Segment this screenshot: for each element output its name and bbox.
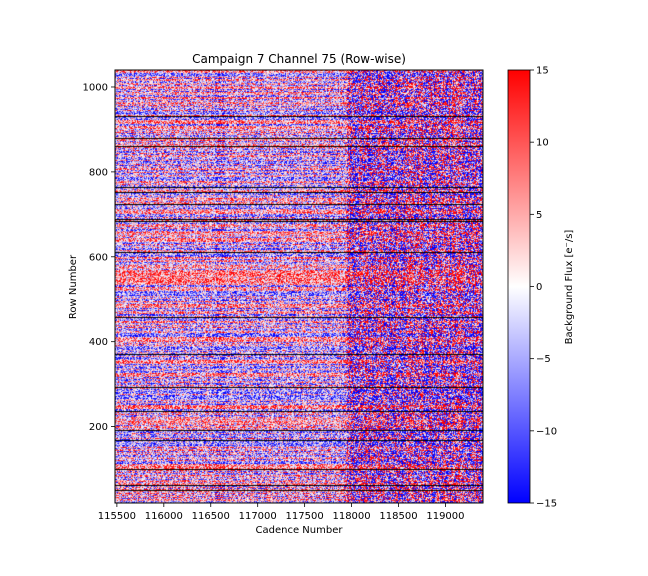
chart-title: Campaign 7 Channel 75 (Row-wise) <box>192 52 406 66</box>
heatmap <box>115 70 483 503</box>
x-tick-label: 116500 <box>192 511 230 522</box>
colorbar-tick-label: −5 <box>536 354 551 365</box>
colorbar-tick-label: 0 <box>536 282 542 293</box>
y-tick-label: 800 <box>89 167 108 178</box>
x-tick-label: 119000 <box>426 511 464 522</box>
heatmap-image <box>115 70 483 503</box>
x-tick-label: 116000 <box>145 511 183 522</box>
plot-frame <box>114 69 484 504</box>
colorbar-ticks: −15 −10 −5 0 5 10 15 <box>530 66 557 510</box>
x-axis-label: Cadence Number <box>256 525 344 536</box>
x-tick-label: 118500 <box>379 511 417 522</box>
x-tick-label: 117000 <box>239 511 277 522</box>
y-tick-label: 600 <box>89 252 108 263</box>
colorbar-label: Background Flux [e⁻/s] <box>564 230 575 345</box>
y-axis-label: Row Number <box>68 254 79 319</box>
colorbar-tick-label: 15 <box>536 66 549 77</box>
x-tick-label: 118000 <box>332 511 370 522</box>
colorbar-tick-label: −10 <box>536 426 557 437</box>
y-tick-label: 200 <box>89 422 108 433</box>
x-tick-label: 117500 <box>286 511 324 522</box>
x-tick-label: 115500 <box>98 511 136 522</box>
y-tick-label: 400 <box>89 337 108 348</box>
y-axis-ticks: 200 400 600 800 1000 <box>83 82 115 433</box>
colorbar-tick-label: −15 <box>536 499 557 510</box>
colorbar-tick-label: 10 <box>536 138 549 149</box>
colorbar <box>507 69 531 504</box>
y-tick-label: 1000 <box>83 82 108 93</box>
x-axis-ticks: 115500 116000 116500 117000 117500 118000 1185… <box>98 503 465 522</box>
colorbar-tick-label: 5 <box>536 210 542 221</box>
